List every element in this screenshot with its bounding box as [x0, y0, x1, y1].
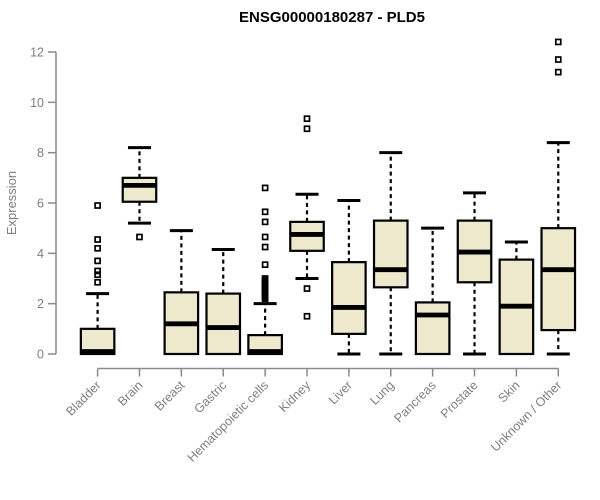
x-tick-label-bladder: Bladder [63, 378, 103, 418]
y-tick-label-8: 8 [37, 146, 44, 160]
outlier-point [94, 278, 101, 286]
boxplot-bladder [79, 202, 116, 356]
boxplot-brain [121, 146, 158, 241]
iqr-box [414, 301, 451, 356]
outlier-point [261, 261, 269, 269]
y-axis-label: Expression [4, 171, 19, 235]
plot-area: 0 2 4 6 8 10 12 Bladder Brain Breast GastricHemato… [30, 38, 577, 465]
x-tick-label-liver: Liver [326, 378, 355, 407]
x-tick-label-unknown-other: Unknown / Other [488, 378, 564, 454]
outlier-point [94, 244, 101, 252]
outlier-point [303, 312, 311, 320]
boxplot-hematopoietic-cells [247, 184, 283, 356]
boxplot-pancreas [414, 226, 451, 356]
y-tick-label-2: 2 [37, 297, 44, 311]
boxplot-prostate [456, 191, 493, 356]
iqr-box [372, 219, 409, 289]
boxplot-breast [163, 229, 200, 356]
x-tick-label-hematopoietic-cells: Hematopoietic cells [185, 378, 272, 465]
outlier-point [554, 56, 562, 63]
outlier-point [94, 257, 101, 265]
outlier-point [94, 267, 101, 275]
outlier-point [136, 233, 143, 241]
outlier-point [554, 38, 562, 46]
boxplot-lung [372, 151, 409, 356]
y-tick-label-0: 0 [37, 348, 44, 362]
x-tick-label-breast: Breast [152, 378, 188, 414]
y-tick-label-12: 12 [30, 46, 44, 60]
outlier-point [261, 243, 269, 251]
outlier-point [261, 275, 269, 282]
outlier-point [94, 271, 101, 279]
y-tick-label-4: 4 [37, 247, 44, 261]
boxplot-unknown-other [540, 38, 577, 356]
chart-title: ENSG00000180287 - PLD5 [239, 9, 425, 26]
x-tick-label-gastric: Gastric [191, 378, 229, 416]
iqr-box [205, 292, 242, 356]
iqr-box [540, 227, 577, 332]
outlier-point [94, 236, 101, 243]
outlier-point [94, 202, 101, 209]
x-tick-label-lung: Lung [367, 378, 397, 408]
boxplot-gastric [205, 248, 242, 356]
iqr-box [121, 176, 158, 203]
x-tick-label-kidney: Kidney [276, 378, 313, 415]
iqr-box [331, 261, 367, 335]
y-tick-label-10: 10 [30, 96, 44, 110]
y-tick-label-6: 6 [37, 197, 44, 211]
outlier-point [261, 208, 269, 216]
x-tick-label-brain: Brain [115, 378, 146, 409]
outlier-point [303, 125, 311, 133]
outlier-point [303, 115, 311, 123]
outlier-point [261, 233, 269, 241]
x-tick-label-pancreas: Pancreas [392, 378, 439, 425]
boxplot-kidney [289, 115, 325, 320]
x-tick-label-prostate: Prostate [438, 378, 481, 421]
x-tick-label-skin: Skin [495, 378, 522, 405]
outlier-point [261, 184, 269, 192]
outlier-point [261, 218, 269, 226]
outlier-point [303, 285, 311, 292]
boxplot-skin [498, 240, 535, 356]
outlier-point [554, 68, 562, 76]
boxplot-liver [331, 198, 367, 356]
